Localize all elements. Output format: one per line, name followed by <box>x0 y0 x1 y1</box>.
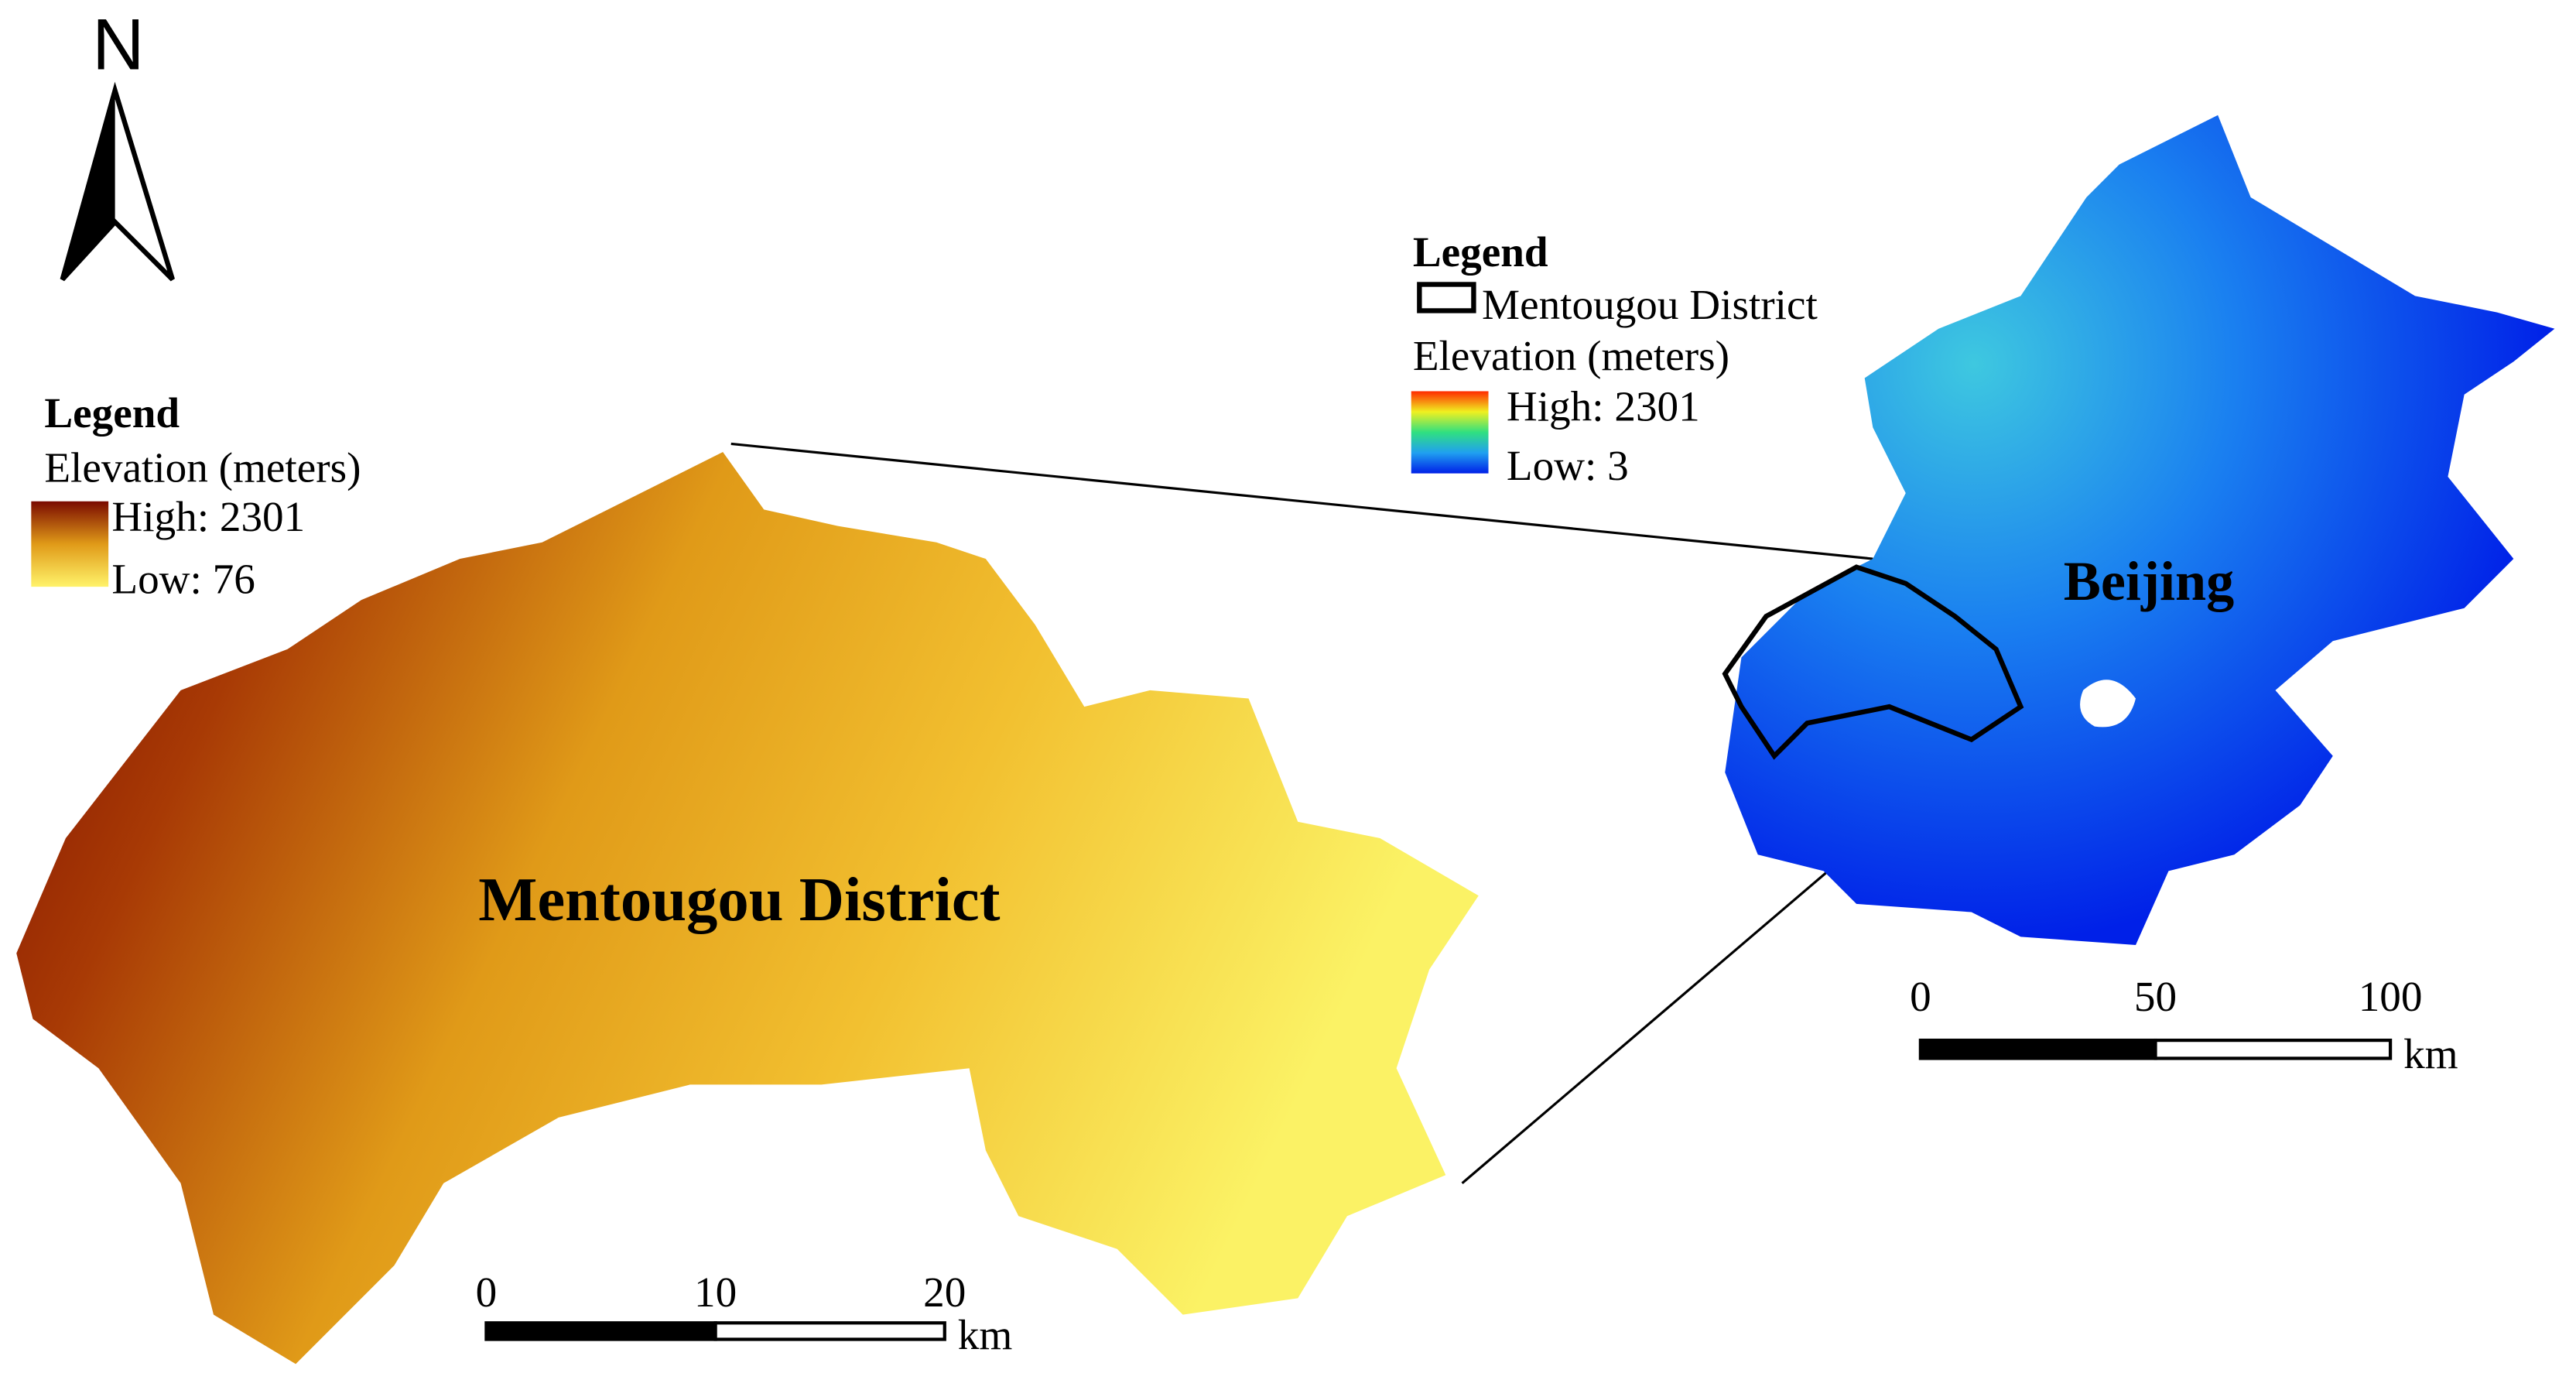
scale-bar-label: 0 <box>1910 973 1931 1020</box>
legend-swatch <box>31 501 109 587</box>
scale-bar-unit: km <box>2403 1030 2458 1077</box>
legend-subtitle: Elevation (meters) <box>44 443 361 491</box>
north-label: N <box>92 3 144 84</box>
scale-bar-label: 50 <box>2134 973 2177 1020</box>
legend-title: Legend <box>44 389 180 437</box>
legend-high: High: 2301 <box>1507 383 1700 430</box>
scale-bar-segment <box>2154 1038 2393 1060</box>
mentougou-label: Mentougou District <box>478 865 1000 934</box>
scale-bar-segment <box>484 1321 717 1341</box>
legend-swatch <box>1411 391 1489 474</box>
connector-line <box>730 442 1873 560</box>
legend-low: Low: 3 <box>1507 442 1629 489</box>
scale-bar-segment <box>1918 1038 2157 1060</box>
scale-bar-segment <box>713 1321 946 1341</box>
scale-bar-unit: km <box>958 1311 1013 1358</box>
legend-low: Low: 76 <box>111 556 255 603</box>
legend-boundary-swatch <box>1417 282 1476 313</box>
scale-bar-label: 20 <box>923 1269 966 1316</box>
legend-high: High: 2301 <box>111 493 305 540</box>
scale-bar-label: 100 <box>2359 973 2423 1020</box>
legend-boundary: Mentougou District <box>1482 281 1818 328</box>
legend-title: Legend <box>1413 228 1548 276</box>
scale-bar-label: 0 <box>476 1269 498 1316</box>
mentougou-elevation <box>16 452 1479 1364</box>
beijing-elevation <box>1725 115 2555 945</box>
legend-subtitle: Elevation (meters) <box>1413 332 1729 379</box>
mentougou-boundary <box>1722 564 2024 760</box>
scale-bar-label: 10 <box>694 1269 737 1316</box>
beijing-hole <box>2080 680 2136 728</box>
beijing-label: Beijing <box>2064 550 2235 612</box>
